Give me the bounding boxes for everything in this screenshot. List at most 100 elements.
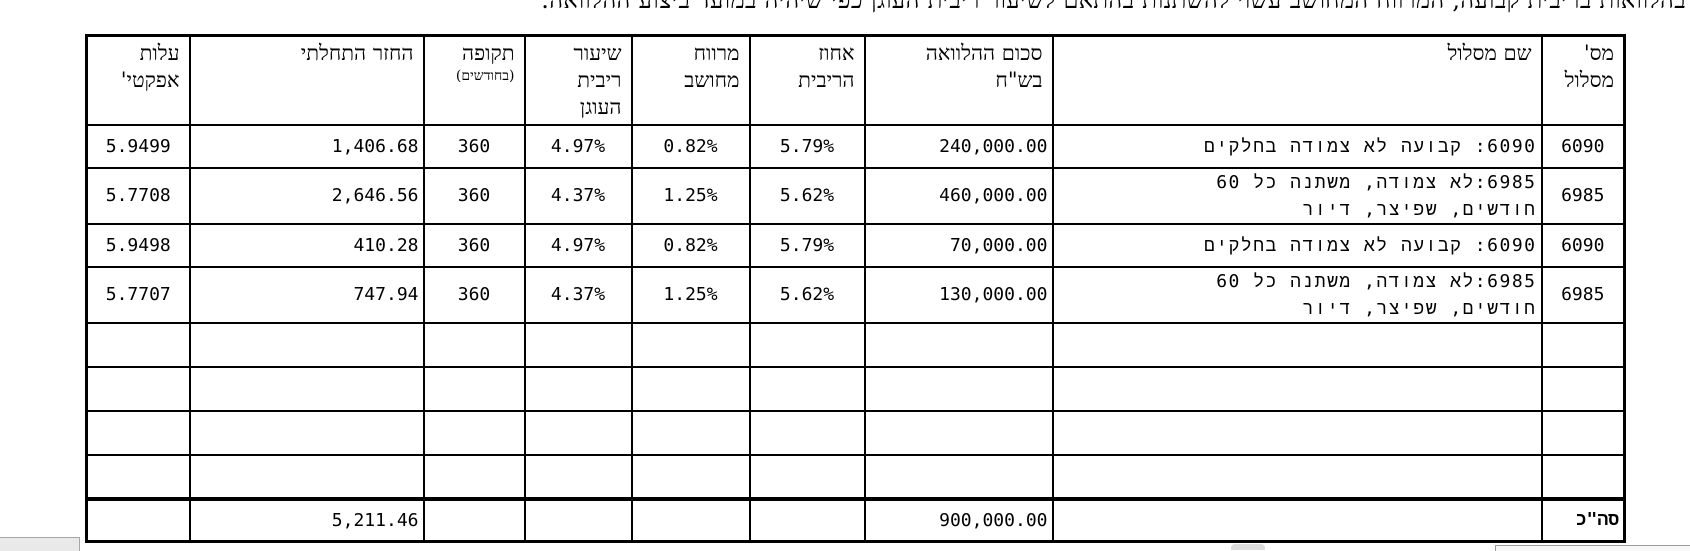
cell-anchor-rate: 4.37% [523,265,633,324]
cell-track-no: 6090 [1540,123,1626,169]
table-row-empty [85,365,1626,412]
cell-computed-margin: 1.25% [630,166,751,225]
header-line: מסלול [1564,68,1614,92]
table-cell-empty [748,365,866,412]
table-cell-empty [422,496,526,543]
table-cell-empty [1540,409,1626,456]
total-loan-amount: 900,000.00 [863,496,1054,543]
table-cell-empty [523,321,633,368]
header-line: החזר התחלתי [300,41,414,65]
table-row: 6090 6090: קבועה לא צמודה בחלקים 240,000… [85,123,1626,169]
header-subline: (בחודשים) [455,68,515,84]
table-cell-empty [188,409,425,456]
table-cell-empty [85,453,191,500]
cell-track-no: 6090 [1540,222,1626,268]
cell-anchor-rate: 4.97% [523,222,633,268]
table-cell-empty [630,321,751,368]
cell-track-no: 6985 [1540,166,1626,225]
column-header-interest-pct: אחוז הריבית [748,34,866,126]
table-cell-empty [523,496,633,543]
column-header-track-no: מס' מסלול [1540,34,1626,126]
table-cell-empty [523,409,633,456]
table-cell-empty [748,496,866,543]
table-cell-empty [748,321,866,368]
table-cell-empty [422,453,526,500]
cell-period: 360 [422,166,526,225]
header-line: שם מסלול [1447,41,1532,65]
table-cell-empty [748,409,866,456]
table-cell-empty [85,496,191,543]
cell-loan-amount: 70,000.00 [863,222,1054,268]
cell-effective-cost: 5.9498 [85,222,191,268]
table-cell-empty [1051,496,1543,543]
table-cell-empty [422,365,526,412]
column-header-track-name: שם מסלול [1051,34,1543,126]
cell-effective-cost: 5.7707 [85,265,191,324]
header-row: מס' מסלול שם מסלול סכום ההלוואה בש"ח אחו… [85,34,1626,126]
bottom-left-scrollbar-fragment[interactable] [0,537,80,551]
table-cell-empty [630,365,751,412]
loan-table: מס' מסלול שם מסלול סכום ההלוואה בש"ח אחו… [85,34,1626,543]
cell-track-name: 6985:לא צמודה, משתנה כל 60 חודשים, שפיצר… [1051,166,1543,225]
table-cell-empty [85,321,191,368]
table-cell-empty [1051,409,1543,456]
top-note: בהלוואות בריבית קבועה, המרווח המחושב עשו… [541,0,1686,14]
header-line: מרווח [693,41,740,65]
table-cell-empty [188,321,425,368]
cell-initial-repayment: 410.28 [188,222,425,268]
cell-period: 360 [422,265,526,324]
header-line: אפקטי' [120,68,180,92]
cell-computed-margin: 0.82% [630,222,751,268]
column-header-effective-cost: עלות אפקטי' [85,34,191,126]
table-row: 6985 6985:לא צמודה, משתנה כל 60 חודשים, … [85,265,1626,324]
column-header-loan-amount: סכום ההלוואה בש"ח [863,34,1054,126]
cell-loan-amount: 240,000.00 [863,123,1054,169]
cell-interest-pct: 5.79% [748,222,866,268]
table-cell-empty [863,409,1054,456]
cell-track-name: 6090: קבועה לא צמודה בחלקים [1051,222,1543,268]
table-cell-empty [188,453,425,500]
column-header-anchor-rate: שיעור ריבית העוגן [523,34,633,126]
table-cell-empty [748,453,866,500]
column-header-computed-margin: מרווח מחושב [630,34,751,126]
table-row-empty [85,409,1626,456]
header-line: מס' [1583,41,1614,65]
table-row: 6985 6985:לא צמודה, משתנה כל 60 חודשים, … [85,166,1626,225]
table-cell-empty [188,365,425,412]
table-cell-empty [1051,453,1543,500]
total-initial-repayment: 5,211.46 [188,496,425,543]
table-cell-empty [1051,321,1543,368]
header-line: תקופה [462,41,515,65]
header-line: הריבית [798,68,855,92]
table-cell-empty [1540,453,1626,500]
header-line: בש"ח [995,68,1043,92]
header-line: העוגן [579,95,622,119]
table-cell-empty [85,409,191,456]
total-row: סה"כ 900,000.00 5,211.46 [85,496,1626,543]
table-cell-empty [863,321,1054,368]
total-label: סה"כ [1540,496,1626,543]
table-cell-empty [630,453,751,500]
cell-computed-margin: 1.25% [630,265,751,324]
header-line: סכום ההלוואה [925,41,1043,65]
table-cell-empty [630,409,751,456]
cell-computed-margin: 0.82% [630,123,751,169]
table-row-empty [85,321,1626,368]
header-line: מחושב [684,68,740,92]
cell-interest-pct: 5.79% [748,123,866,169]
table-cell-empty [1051,365,1543,412]
table-row: 6090 6090: קבועה לא צמודה בחלקים 70,000.… [85,222,1626,268]
column-header-period: תקופה (בחודשים) [422,34,526,126]
cell-track-name: 6090: קבועה לא צמודה בחלקים [1051,123,1543,169]
header-line: שיעור [573,41,622,65]
table-cell-empty [523,453,633,500]
bottom-right-panel-fragment [1495,545,1690,551]
cell-period: 360 [422,222,526,268]
bottom-scroll-thumb[interactable] [1231,544,1265,550]
table-cell-empty [422,321,526,368]
table-cell-empty [85,365,191,412]
cell-effective-cost: 5.7708 [85,166,191,225]
cell-effective-cost: 5.9499 [85,123,191,169]
column-header-initial-repayment: החזר התחלתי [188,34,425,126]
